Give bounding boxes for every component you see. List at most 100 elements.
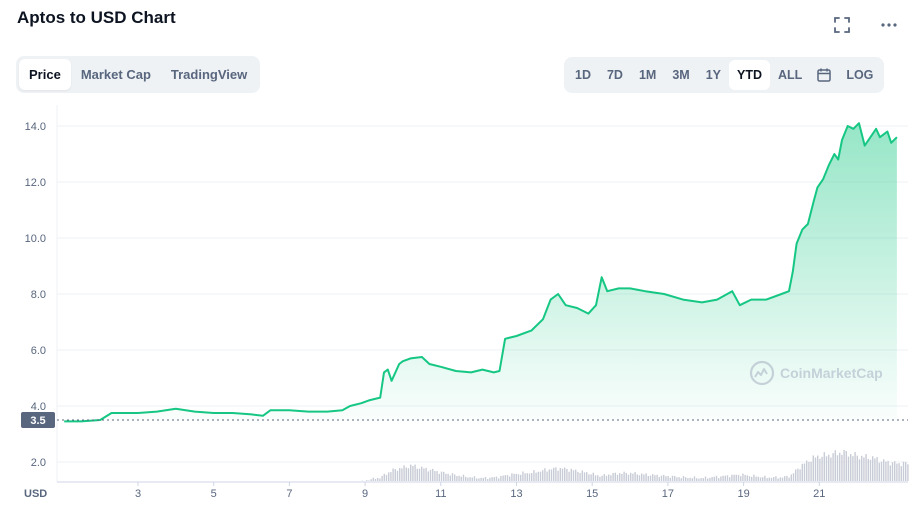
volume-bar: [498, 478, 500, 481]
volume-bar: [850, 453, 852, 481]
volume-bar: [410, 464, 412, 481]
volume-bar: [676, 477, 678, 481]
volume-bar: [839, 452, 841, 481]
volume-bar: [891, 462, 894, 481]
volume-bar: [790, 474, 792, 481]
volume-bar: [388, 472, 390, 481]
volume-bar: [616, 474, 619, 481]
volume-bar: [608, 474, 610, 481]
volume-bar: [377, 477, 379, 481]
volume-bar: [856, 455, 858, 481]
volume-bar: [764, 475, 766, 481]
volume-bar: [702, 478, 704, 481]
volume-bar: [770, 477, 773, 481]
volume-bar: [412, 465, 414, 481]
volume-bar: [823, 452, 825, 481]
volume-bar: [797, 468, 799, 481]
volume-bar: [594, 475, 597, 481]
volume-bar: [511, 473, 513, 481]
volume-bar: [621, 473, 623, 481]
volume-bar: [766, 478, 768, 481]
volume-bar: [669, 477, 671, 481]
volume-bar: [623, 471, 625, 481]
volume-bar: [865, 454, 867, 481]
volume-bar: [434, 471, 436, 481]
volume-bar: [726, 475, 729, 481]
volume-bar: [588, 474, 590, 481]
volume-bar: [542, 470, 544, 481]
volume-bar: [526, 473, 528, 481]
volume-bar: [872, 456, 874, 481]
volume-bar: [605, 475, 608, 481]
volume-bar: [889, 465, 891, 481]
volume-bar: [544, 468, 546, 481]
volume-bar: [548, 469, 550, 481]
range-1m[interactable]: 1M: [638, 68, 657, 82]
range-1y[interactable]: 1Y: [705, 68, 722, 82]
volume-bar: [546, 471, 548, 481]
tab-market-cap[interactable]: Market Cap: [80, 67, 151, 82]
volume-bar: [561, 468, 564, 481]
volume-bar: [381, 475, 383, 481]
volume-bar: [581, 470, 583, 481]
volume-bar: [568, 471, 570, 481]
chart-type-tabs: Price Market Cap TradingView: [16, 56, 261, 93]
volume-bar: [603, 474, 605, 481]
volume-bar: [575, 469, 577, 481]
volume-bar: [570, 468, 572, 481]
log-scale-button[interactable]: LOG: [846, 68, 874, 82]
volume-bar: [660, 475, 663, 481]
volume-bar: [806, 460, 808, 481]
range-ytd[interactable]: YTD: [729, 60, 771, 90]
volume-bar: [436, 471, 438, 481]
volume-bar: [665, 476, 667, 481]
volume-bar: [777, 478, 779, 481]
volume-bar: [898, 463, 900, 481]
volume-bar: [539, 471, 542, 481]
volume-bar: [392, 468, 394, 481]
volume-bar: [788, 477, 790, 481]
y-axis-currency-label: USD: [24, 488, 47, 500]
volume-bar: [524, 473, 526, 481]
volume-bar: [649, 475, 652, 481]
x-tick-label: 21: [813, 488, 825, 500]
volume-bar: [504, 475, 506, 481]
tab-tradingview[interactable]: TradingView: [170, 67, 248, 82]
y-tick-label: 6.0: [31, 345, 46, 357]
volume-bar: [792, 473, 795, 481]
volume-bar: [502, 475, 504, 481]
range-7d[interactable]: 7D: [606, 68, 623, 82]
volume-bar: [658, 477, 660, 481]
volume-bar: [740, 476, 742, 481]
volume-bar: [744, 474, 746, 481]
volume-bar: [383, 473, 385, 481]
volume-bar: [460, 476, 462, 481]
volume-bar: [799, 469, 801, 481]
volume-bar: [627, 474, 630, 481]
volume-bar: [396, 470, 399, 481]
volume-bar: [718, 478, 720, 481]
volume-bar: [423, 468, 425, 481]
range-3m[interactable]: 3M: [672, 68, 690, 82]
x-tick-label: 19: [737, 488, 749, 500]
tab-price[interactable]: Price: [19, 59, 71, 90]
volume-bar: [803, 463, 806, 481]
volume-bar: [456, 476, 458, 481]
range-all[interactable]: ALL: [778, 68, 803, 82]
volume-bar: [372, 477, 374, 481]
calendar-icon[interactable]: [810, 60, 838, 90]
volume-bar: [858, 459, 861, 481]
volume-bar: [762, 477, 764, 481]
volume-bar: [403, 465, 405, 481]
volume-bar: [667, 476, 669, 481]
more-horizontal-icon[interactable]: [878, 14, 900, 36]
volume-bar: [867, 458, 869, 481]
range-1d[interactable]: 1D: [575, 68, 591, 82]
volume-bar: [641, 473, 643, 481]
volume-bar: [394, 469, 396, 481]
x-tick-label: 7: [286, 488, 292, 500]
volume-bar: [902, 461, 905, 481]
volume-bar: [691, 478, 693, 481]
price-area-fill: [64, 123, 897, 422]
fullscreen-icon[interactable]: [831, 14, 853, 36]
